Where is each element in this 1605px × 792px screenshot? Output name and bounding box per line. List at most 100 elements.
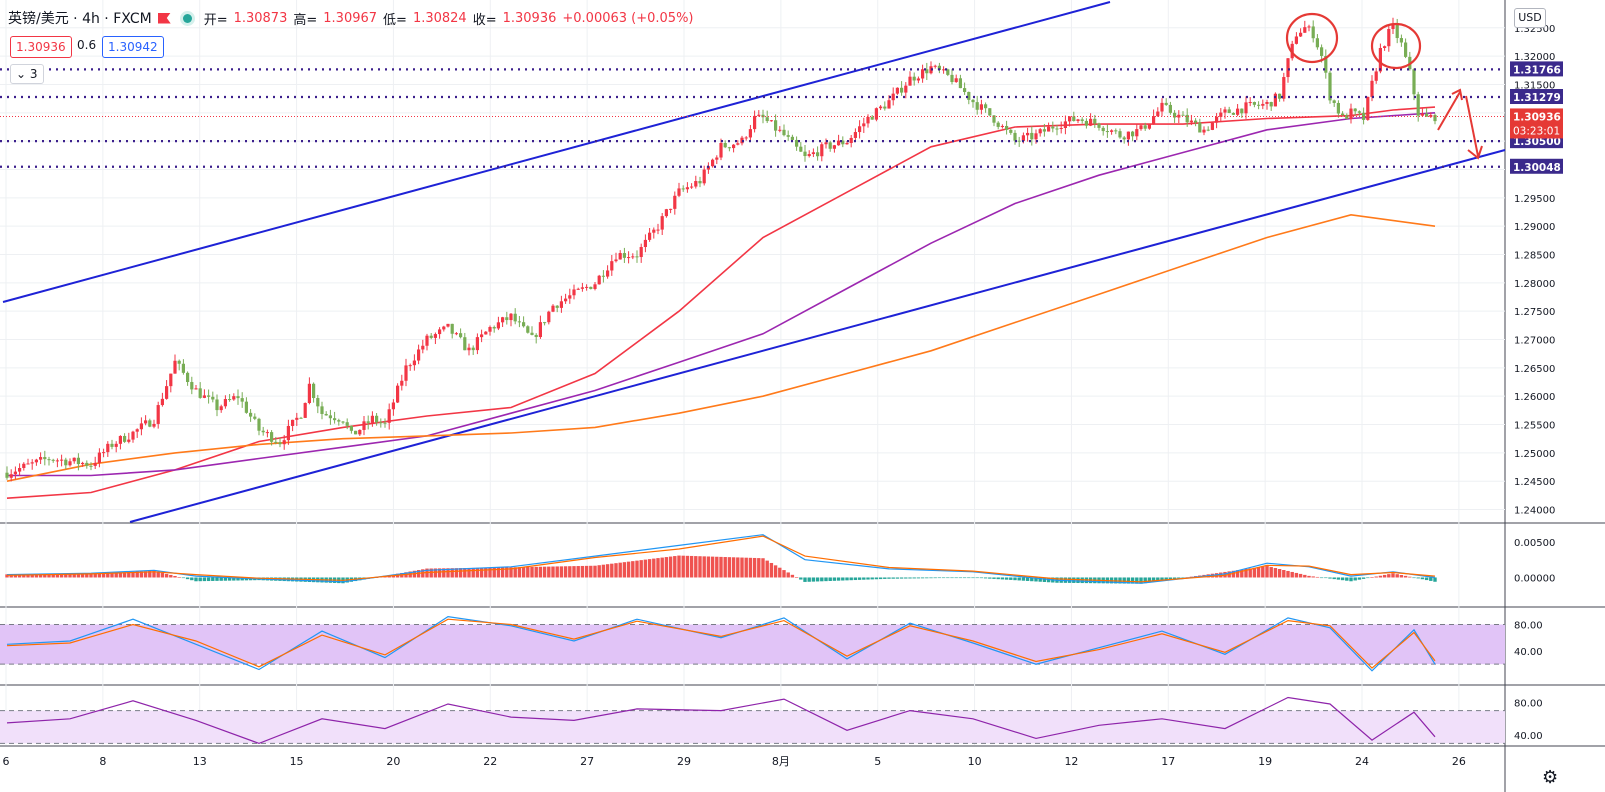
candle	[1143, 122, 1147, 131]
candle-body	[677, 188, 681, 196]
candle	[828, 140, 832, 152]
macd-histogram-bar	[1370, 577, 1374, 578]
candle	[97, 448, 101, 468]
candle	[177, 359, 181, 371]
candle	[748, 124, 752, 142]
sell-price-button[interactable]: 1.30936	[10, 36, 72, 58]
candle-body	[1198, 122, 1202, 133]
candle-body	[215, 399, 219, 411]
candle-body	[1042, 129, 1046, 132]
candle	[593, 281, 597, 291]
macd-line	[6, 535, 1436, 583]
macd-histogram-bar	[47, 574, 51, 578]
price-tick-label: 1.28500	[1514, 250, 1555, 261]
candle-body	[223, 399, 227, 407]
candle	[543, 321, 547, 326]
candle	[1294, 32, 1298, 45]
currency-button[interactable]: USD	[1514, 8, 1546, 28]
buy-price-button[interactable]: 1.30942	[102, 36, 164, 58]
candle	[677, 182, 681, 198]
candle-body	[51, 459, 55, 461]
candle-body	[316, 398, 320, 407]
macd-histogram-bar	[488, 567, 492, 578]
candle	[1378, 43, 1382, 74]
candle-body	[1026, 132, 1030, 136]
candle-body	[719, 142, 723, 158]
macd-histogram-bar	[1424, 577, 1429, 581]
candle-body	[673, 195, 677, 209]
moving-average-line	[6, 213, 1436, 482]
symbol-label[interactable]: 英镑/美元 · 4h · FXCM	[8, 11, 152, 27]
candle	[681, 185, 685, 192]
collapsed-indicators-toggle[interactable]: ⌄ 3	[10, 64, 44, 84]
macd-histogram-bar	[1324, 577, 1328, 579]
macd-histogram-bar	[530, 566, 534, 578]
candle-body	[211, 396, 215, 400]
chevron-down-icon: ⌄	[16, 67, 30, 81]
candle-body	[144, 420, 148, 424]
macd-histogram-bar	[635, 560, 639, 578]
macd-histogram-bar	[1345, 577, 1349, 581]
macd-histogram-bar	[643, 559, 648, 578]
macd-histogram-bar	[433, 568, 438, 578]
macd-histogram-bar	[215, 577, 219, 581]
candle-body	[711, 159, 715, 167]
flag-icon[interactable]	[157, 12, 171, 24]
candle	[1168, 101, 1172, 115]
candle	[774, 114, 778, 137]
candle-body	[824, 142, 828, 145]
candle-body	[601, 275, 605, 277]
candle-body	[908, 76, 912, 86]
candle	[1219, 108, 1223, 122]
candle-body	[240, 398, 244, 402]
macd-histogram-bar	[72, 573, 76, 578]
candle	[429, 333, 433, 340]
macd-histogram-bar	[794, 577, 799, 578]
candle-body	[152, 423, 156, 427]
macd-histogram-bar	[1004, 577, 1009, 580]
open-label: 开=	[203, 12, 228, 28]
candle	[559, 295, 563, 313]
candle-body	[723, 142, 727, 148]
candle	[643, 234, 647, 253]
candle	[1399, 34, 1403, 47]
candle-body	[354, 430, 358, 435]
macd-histogram-bar	[958, 577, 963, 579]
candle	[937, 62, 941, 74]
candle-body	[782, 129, 786, 136]
macd-histogram-bar	[878, 577, 883, 580]
macd-histogram-bar	[647, 559, 652, 578]
candle-body	[958, 78, 962, 89]
candle-body	[1009, 129, 1013, 133]
macd-histogram-bar	[946, 577, 950, 579]
candle	[1366, 96, 1370, 121]
candle	[606, 265, 610, 279]
macd-histogram-bar	[778, 567, 782, 578]
candle-body	[480, 334, 484, 338]
candle	[349, 425, 353, 434]
candle	[904, 82, 908, 99]
macd-histogram-bar	[118, 572, 123, 578]
macd-histogram-bar	[908, 577, 912, 579]
macd-histogram-bar	[1294, 572, 1299, 578]
gear-icon[interactable]: ⚙	[1542, 767, 1559, 788]
macd-histogram-bar	[740, 557, 744, 578]
candle	[43, 450, 47, 466]
candle	[1089, 113, 1093, 127]
candle-body	[1206, 129, 1210, 131]
candle	[9, 469, 13, 482]
candle	[534, 333, 538, 344]
candle-body	[543, 322, 547, 324]
macd-histogram-bar	[853, 577, 858, 581]
macd-histogram-bar	[55, 574, 60, 578]
macd-histogram-bar	[1357, 577, 1362, 580]
price-tick-label: 1.31500	[1514, 80, 1555, 91]
macd-histogram-bar	[744, 557, 748, 578]
last-price-badge	[1510, 108, 1563, 139]
candle-body	[950, 74, 954, 83]
candle	[1080, 117, 1084, 124]
candle-body	[706, 166, 710, 170]
candle	[736, 140, 740, 146]
candle-body	[1034, 133, 1038, 140]
